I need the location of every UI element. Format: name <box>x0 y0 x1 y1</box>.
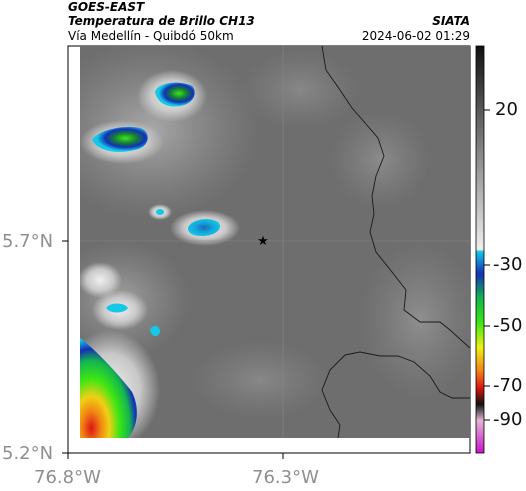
satellite-name: GOES-EAST <box>68 0 145 14</box>
department-border-east <box>344 351 470 399</box>
x-tick-label-76.8W: 76.8°W <box>34 467 101 488</box>
cbar-label-20: 20 <box>495 99 518 120</box>
y-tick-label-5.7N: 5.7°N <box>2 231 54 252</box>
convective-cell-north <box>155 82 195 107</box>
convective-cell-small-1 <box>106 303 128 313</box>
convective-cell-west <box>92 126 148 152</box>
convective-cell-southwest <box>80 338 137 438</box>
timestamp: 2024-06-02 01:29 <box>361 29 470 43</box>
cbar-label-minus70: -70 <box>493 375 523 396</box>
convective-cell-center <box>188 219 221 236</box>
organization-label: SIATA <box>432 14 470 28</box>
cbar-label-minus50: -50 <box>493 315 523 336</box>
convective-cell-small-2 <box>150 325 160 337</box>
y-tick-label-5.2N: 5.2°N <box>2 443 54 464</box>
colorbar <box>475 45 485 454</box>
department-border <box>321 46 470 349</box>
cbar-label-minus30: -30 <box>493 254 523 275</box>
imagery-layer <box>80 46 470 438</box>
map-title: Temperatura de Brillo CH13 <box>68 14 255 28</box>
department-border-south <box>321 354 346 438</box>
cbar-label-minus90: -90 <box>493 409 523 430</box>
map-subtitle: Vía Medellín - Quibdó 50km <box>68 29 234 43</box>
x-tick-label-76.3W: 76.3°W <box>252 467 319 488</box>
location-star-icon: ★ <box>257 234 269 249</box>
